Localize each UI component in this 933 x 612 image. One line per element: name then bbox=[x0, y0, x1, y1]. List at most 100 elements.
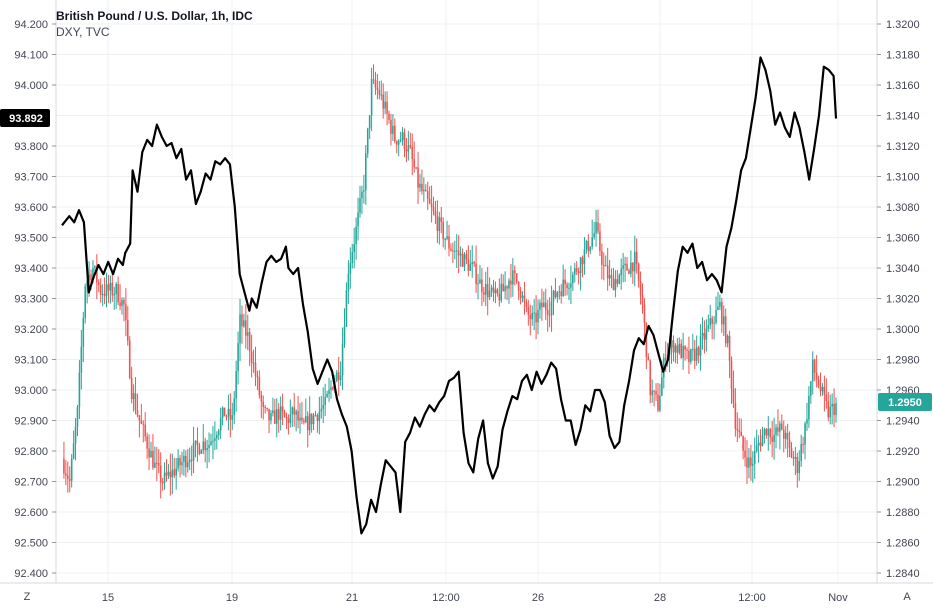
candle-body bbox=[591, 237, 593, 247]
candle-body bbox=[693, 349, 696, 361]
candle-body bbox=[566, 284, 568, 289]
candle-body bbox=[65, 473, 67, 476]
candle-body bbox=[471, 262, 474, 264]
candle-body bbox=[326, 393, 328, 397]
candle-body bbox=[649, 360, 652, 396]
candle-body bbox=[448, 236, 450, 249]
candle-body bbox=[357, 212, 359, 227]
candle-body bbox=[409, 145, 412, 147]
candle-body bbox=[101, 293, 104, 295]
candle-body bbox=[275, 409, 278, 424]
candle-body bbox=[784, 432, 787, 439]
candle-body bbox=[192, 443, 195, 461]
candle-body bbox=[105, 284, 108, 296]
zoom-reset-button[interactable]: Z bbox=[23, 591, 31, 603]
candle-body bbox=[775, 427, 777, 435]
candle-body bbox=[798, 461, 801, 474]
candle-body bbox=[111, 282, 114, 296]
auto-scale-button[interactable]: A bbox=[903, 591, 911, 603]
candle-body bbox=[229, 408, 232, 420]
candle-body bbox=[198, 445, 201, 454]
candle-body bbox=[572, 274, 574, 284]
candle-body bbox=[568, 287, 570, 289]
candle-body bbox=[310, 413, 313, 425]
candle-body bbox=[202, 441, 205, 451]
candle-body bbox=[417, 167, 419, 188]
candle-body bbox=[332, 387, 334, 390]
candle-body bbox=[204, 441, 206, 451]
candle-body bbox=[661, 377, 663, 396]
gbpusd-current-label: 1.2950 bbox=[878, 393, 932, 411]
candle-body bbox=[411, 146, 414, 159]
candle-body bbox=[126, 320, 129, 341]
candle-body bbox=[618, 275, 621, 284]
candle-body bbox=[767, 428, 770, 436]
candle-body bbox=[245, 320, 247, 336]
candle-body bbox=[115, 283, 117, 294]
candle-body bbox=[601, 251, 603, 265]
candle-body bbox=[419, 183, 421, 188]
candle-body bbox=[341, 344, 344, 376]
candle-body bbox=[664, 357, 667, 361]
candle-body bbox=[728, 335, 731, 361]
candle-body bbox=[486, 284, 489, 298]
candle-body bbox=[796, 456, 799, 474]
left-axis[interactable]: 94.200 94.100 94.000 93.800 93.700 93.600 93.5… bbox=[14, 19, 56, 580]
right-tick-label: 1.2880 bbox=[886, 507, 920, 519]
candle-body bbox=[185, 455, 187, 468]
candle-body bbox=[94, 266, 96, 268]
candle-body bbox=[552, 290, 555, 302]
candle-body bbox=[475, 263, 477, 285]
candle-body bbox=[630, 262, 632, 274]
candle-body bbox=[746, 457, 748, 468]
candle-body bbox=[179, 458, 181, 466]
right-tick-label: 1.3180 bbox=[886, 50, 920, 62]
candle-body bbox=[148, 448, 150, 458]
candle-body bbox=[426, 191, 429, 199]
candle-body bbox=[186, 462, 189, 468]
left-tick-label: 94.200 bbox=[14, 19, 48, 31]
candle-body bbox=[469, 263, 472, 271]
candle-body bbox=[637, 263, 640, 282]
candle-body bbox=[401, 132, 404, 141]
candle-body bbox=[378, 90, 381, 95]
candle-body bbox=[78, 372, 81, 408]
candle-body bbox=[156, 462, 158, 464]
candle-body bbox=[376, 87, 379, 91]
candle-body bbox=[643, 304, 646, 323]
candle-body bbox=[92, 267, 94, 280]
candle-body bbox=[434, 211, 437, 217]
left-tick-label: 92.600 bbox=[14, 507, 48, 519]
candle-body bbox=[322, 405, 325, 409]
candle-body bbox=[237, 343, 239, 372]
candle-body bbox=[707, 325, 710, 329]
candle-body bbox=[130, 377, 133, 400]
candle-body bbox=[674, 345, 677, 353]
candle-body bbox=[500, 283, 503, 301]
candle-body bbox=[463, 254, 466, 267]
candle-body bbox=[372, 79, 375, 81]
right-axis[interactable]: 1.3200 1.3180 1.3160 1.3140 1.3120 1.3100 1.30… bbox=[877, 19, 920, 580]
candle-body bbox=[732, 388, 735, 404]
right-tick-label: 1.3080 bbox=[886, 202, 920, 214]
candle-body bbox=[370, 79, 373, 116]
time-tick-label: 12:00 bbox=[432, 592, 460, 604]
candle-body bbox=[556, 292, 559, 298]
candle-body bbox=[750, 457, 752, 466]
candle-body bbox=[109, 282, 112, 291]
candle-body bbox=[221, 407, 224, 418]
candle-body bbox=[537, 309, 539, 323]
candle-body bbox=[266, 407, 268, 409]
candle-body bbox=[364, 153, 367, 191]
time-axis[interactable]: 15 19 21 12:00 26 28 12:00 Nov bbox=[102, 592, 848, 604]
candle-body bbox=[361, 191, 363, 199]
candle-body bbox=[771, 437, 773, 442]
candle-body bbox=[508, 280, 510, 289]
candle-body bbox=[335, 372, 338, 382]
candle-body bbox=[96, 266, 98, 283]
candle-body bbox=[68, 478, 71, 481]
candle-body bbox=[239, 314, 241, 344]
candle-body bbox=[436, 216, 439, 231]
candle-body bbox=[603, 264, 605, 266]
